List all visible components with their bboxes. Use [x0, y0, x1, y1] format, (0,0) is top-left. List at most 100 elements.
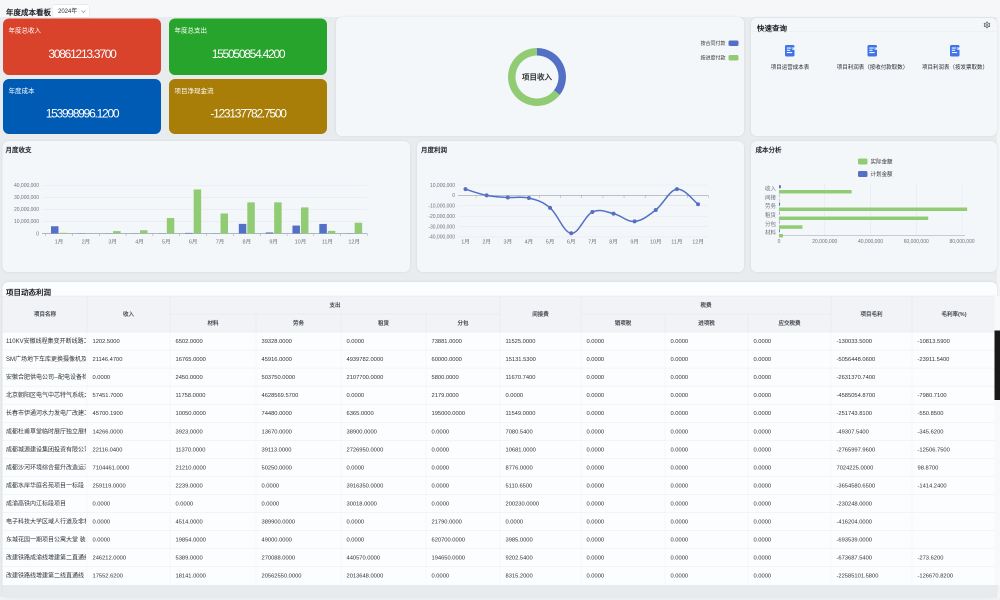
svg-text:-4585054.8700: -4585054.8700	[837, 393, 876, 399]
svg-text:14266.0000: 14266.0000	[93, 429, 123, 435]
svg-text:45700.1900: 45700.1900	[93, 411, 123, 417]
svg-text:2450.0000: 2450.0000	[176, 375, 203, 381]
svg-text:2179.0000: 2179.0000	[432, 393, 459, 399]
svg-text:16765.0000: 16765.0000	[176, 357, 206, 363]
svg-text:21790.0000: 21790.0000	[432, 520, 462, 526]
svg-text:1202.5000: 1202.5000	[93, 339, 120, 345]
svg-text:21146.4700: 21146.4700	[93, 357, 123, 363]
svg-text:5110.6500: 5110.6500	[506, 483, 533, 489]
svg-text:195000.0000: 195000.0000	[432, 411, 466, 417]
svg-text:0.0000: 0.0000	[432, 483, 450, 489]
svg-text:支出: 支出	[328, 301, 341, 309]
svg-text:0.0000: 0.0000	[587, 447, 605, 453]
svg-text:4628569.5700: 4628569.5700	[262, 393, 299, 399]
svg-text:0.0000: 0.0000	[432, 447, 450, 453]
svg-text:安徽合肥供电公司--配电设备检修: 安徽合肥供电公司--配电设备检修	[6, 373, 94, 381]
svg-text:应交税费: 应交税费	[778, 319, 801, 327]
svg-text:项目收入: 项目收入	[522, 72, 552, 82]
svg-text:成都沙河环境综合提升改造运河项: 成都沙河环境综合提升改造运河项	[6, 463, 96, 471]
svg-text:0.0000: 0.0000	[587, 357, 605, 363]
svg-text:0.0000: 0.0000	[671, 483, 689, 489]
svg-text:620700.0000: 620700.0000	[432, 538, 466, 544]
svg-text:0.0000: 0.0000	[671, 393, 689, 399]
svg-text:税费: 税费	[700, 301, 712, 309]
svg-text:材料: 材料	[207, 319, 219, 327]
svg-text:0.0000: 0.0000	[754, 502, 772, 508]
svg-text:-416204.0000: -416204.0000	[837, 520, 873, 526]
svg-text:-130033.5000: -130033.5000	[837, 339, 873, 345]
svg-text:3985.0000: 3985.0000	[506, 538, 533, 544]
svg-text:-126670.8200: -126670.8200	[918, 574, 954, 580]
svg-text:246212.0000: 246212.0000	[93, 556, 127, 562]
svg-text:503750.0000: 503750.0000	[262, 375, 296, 381]
svg-text:0.0000: 0.0000	[93, 375, 111, 381]
svg-text:0.0000: 0.0000	[587, 375, 605, 381]
svg-text:0.0000: 0.0000	[754, 483, 772, 489]
svg-text:-2631370.7400: -2631370.7400	[837, 375, 876, 381]
svg-text:0.0000: 0.0000	[587, 339, 605, 345]
svg-text:0.0000: 0.0000	[671, 556, 689, 562]
svg-text:-251743.8100: -251743.8100	[837, 411, 873, 417]
svg-text:劳务: 劳务	[293, 319, 305, 327]
svg-text:0.0000: 0.0000	[671, 447, 689, 453]
svg-text:20562550.0000: 20562550.0000	[262, 574, 302, 580]
svg-text:0.0000: 0.0000	[671, 502, 689, 508]
svg-text:-2765997.9600: -2765997.9600	[837, 447, 876, 453]
svg-text:0.0000: 0.0000	[671, 339, 689, 345]
svg-text:销项税: 销项税	[615, 319, 632, 327]
svg-text:0.0000: 0.0000	[671, 375, 689, 381]
svg-text:0.0000: 0.0000	[93, 502, 111, 508]
svg-text:-12506.7500: -12506.7500	[918, 447, 950, 453]
svg-text:0.0000: 0.0000	[754, 556, 772, 562]
svg-text:-230248.0000: -230248.0000	[837, 502, 873, 508]
svg-text:2013648.0000: 2013648.0000	[347, 574, 384, 580]
svg-text:10681.0000: 10681.0000	[506, 447, 536, 453]
svg-text:22116.0400: 22116.0400	[93, 447, 123, 453]
svg-text:21210.0000: 21210.0000	[176, 465, 206, 471]
svg-text:0.0000: 0.0000	[432, 465, 450, 471]
svg-text:0.0000: 0.0000	[587, 465, 605, 471]
svg-text:39328.0000: 39328.0000	[262, 339, 292, 345]
svg-text:0.0000: 0.0000	[754, 574, 772, 580]
svg-text:0.0000: 0.0000	[506, 393, 524, 399]
svg-text:0.0000: 0.0000	[432, 574, 450, 580]
svg-text:0.0000: 0.0000	[347, 339, 365, 345]
svg-text:按合同付款: 按合同付款	[700, 40, 725, 47]
svg-text:成都水岸华庭名苑项目一标段: 成都水岸华庭名苑项目一标段	[6, 481, 84, 489]
svg-text:110KV安徽线程集变开断线路工程: 110KV安徽线程集变开断线路工程	[6, 337, 96, 345]
svg-text:13670.0000: 13670.0000	[262, 429, 292, 435]
svg-text:7024225.0000: 7024225.0000	[837, 465, 874, 471]
svg-text:49000.0000: 49000.0000	[262, 538, 292, 544]
svg-text:0.0000: 0.0000	[432, 429, 450, 435]
svg-text:0.0000: 0.0000	[347, 538, 365, 544]
svg-text:0.0000: 0.0000	[754, 375, 772, 381]
svg-text:间接费: 间接费	[532, 310, 549, 318]
svg-text:7080.5400: 7080.5400	[506, 429, 533, 435]
svg-text:0.0000: 0.0000	[347, 520, 365, 526]
svg-text:2107700.0000: 2107700.0000	[347, 375, 384, 381]
svg-text:0.0000: 0.0000	[93, 520, 111, 526]
svg-text:SM广场地下车库更换摄像机及硬盘: SM广场地下车库更换摄像机及硬盘	[6, 355, 99, 363]
svg-text:2239.0000: 2239.0000	[176, 483, 203, 489]
svg-text:270088.0000: 270088.0000	[262, 556, 296, 562]
svg-text:-693539.0000: -693539.0000	[837, 538, 873, 544]
svg-text:0.0000: 0.0000	[754, 393, 772, 399]
svg-text:57451.7000: 57451.7000	[93, 393, 123, 399]
svg-text:0.0000: 0.0000	[754, 411, 772, 417]
svg-text:0.0000: 0.0000	[587, 556, 605, 562]
svg-text:成渝高铁内江标段项目: 成渝高铁内江标段项目	[6, 500, 66, 508]
svg-text:194650.0000: 194650.0000	[432, 556, 466, 562]
svg-text:2726950.0000: 2726950.0000	[347, 447, 384, 453]
svg-text:0.0000: 0.0000	[754, 538, 772, 544]
svg-text:8315.2000: 8315.2000	[506, 574, 533, 580]
svg-text:0.0000: 0.0000	[347, 393, 365, 399]
svg-text:北京朝阳区电气中芯特气系统之G: 北京朝阳区电气中芯特气系统之G	[6, 391, 95, 399]
svg-text:东城花园一期项目公寓大堂 装饰工: 东城花园一期项目公寓大堂 装饰工	[6, 536, 98, 544]
svg-text:11525.0000: 11525.0000	[506, 339, 536, 345]
svg-text:0.0000: 0.0000	[587, 574, 605, 580]
svg-text:50250.0000: 50250.0000	[262, 465, 292, 471]
svg-text:-7980.7100: -7980.7100	[918, 393, 947, 399]
svg-text:10050.0000: 10050.0000	[176, 411, 206, 417]
svg-text:389900.0000: 389900.0000	[262, 520, 296, 526]
svg-text:17552.6200: 17552.6200	[93, 574, 123, 580]
